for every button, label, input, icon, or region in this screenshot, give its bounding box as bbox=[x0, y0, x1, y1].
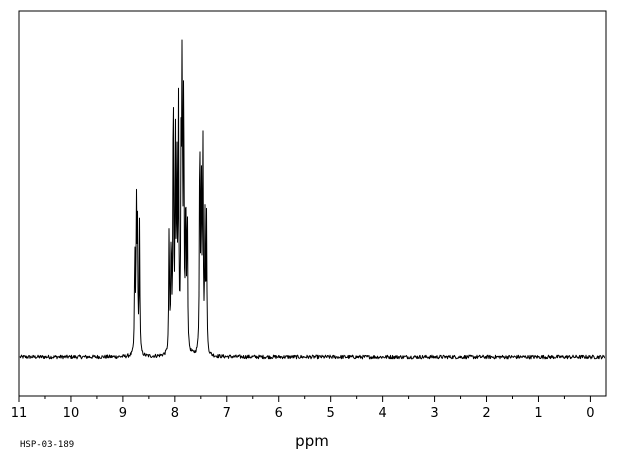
x-tick-label: 10 bbox=[63, 406, 80, 421]
x-axis-ticks: 11 10 9 8 7 6 5 4 3 2 1 0 bbox=[11, 396, 595, 421]
plot-frame bbox=[18, 10, 607, 397]
x-tick-label: 9 bbox=[119, 406, 127, 421]
spectrum-line bbox=[19, 39, 606, 360]
x-tick-label: 3 bbox=[430, 406, 438, 421]
sample-id-label: HSP-03-189 bbox=[20, 440, 74, 450]
x-tick-label: 7 bbox=[223, 406, 231, 421]
x-tick-label: 6 bbox=[275, 406, 283, 421]
x-tick-label: 0 bbox=[586, 406, 594, 421]
minor-ticks bbox=[44, 396, 565, 399]
x-tick-label: 5 bbox=[327, 406, 335, 421]
x-tick-label: 8 bbox=[171, 406, 179, 421]
x-tick-label: 4 bbox=[378, 406, 386, 421]
x-tick-label: 1 bbox=[534, 406, 542, 421]
x-tick-label: 2 bbox=[482, 406, 490, 421]
x-tick-label: 11 bbox=[11, 406, 28, 421]
x-axis-label: ppm bbox=[295, 432, 329, 450]
